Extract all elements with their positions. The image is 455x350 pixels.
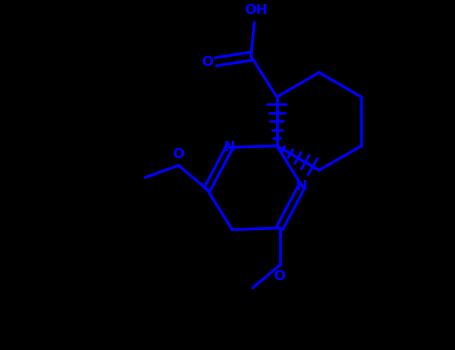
Text: OH: OH: [244, 3, 268, 17]
Text: N: N: [223, 140, 235, 154]
Text: O: O: [274, 270, 286, 284]
Text: O: O: [202, 55, 213, 69]
Text: N: N: [296, 179, 308, 193]
Text: O: O: [172, 147, 184, 161]
